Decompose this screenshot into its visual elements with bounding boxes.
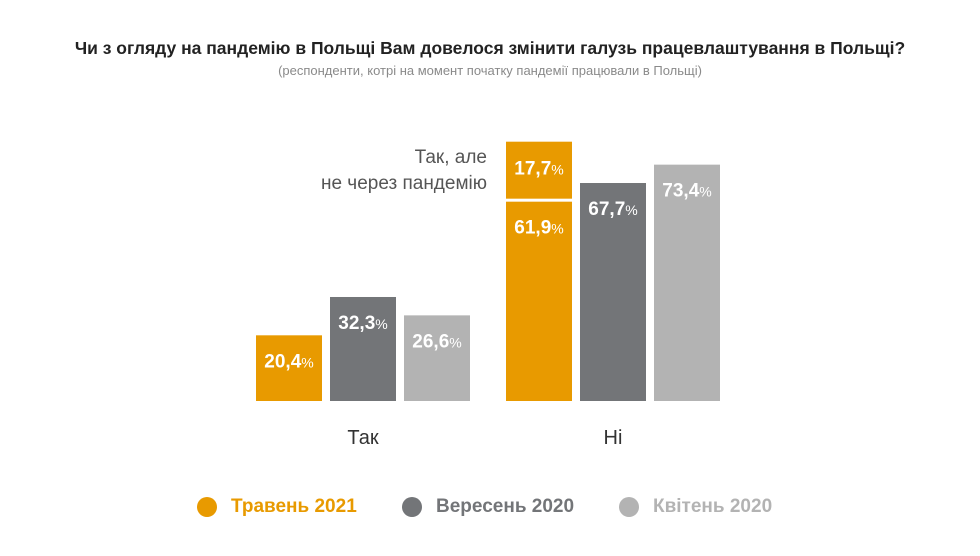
legend-item-may-2021: Травень 2021 [197, 492, 357, 522]
legend-item-sep-2020: Вересень 2020 [402, 492, 574, 522]
legend-label: Травень 2021 [231, 496, 357, 517]
bar-chart: Так, але не через пандемію 20,4% 32,3% 26,… [256, 141, 720, 449]
legend-dot-icon [402, 497, 422, 517]
bar-value-label: 20,4% [264, 351, 313, 372]
category-label: Ні [604, 427, 623, 449]
bar [256, 335, 322, 401]
legend-label: Вересень 2020 [436, 496, 575, 517]
legend-item-apr-2020: Квітень 2020 [619, 492, 772, 522]
bar-value-label: 61,9% [514, 218, 563, 239]
bar-value-label: 32,3% [338, 313, 387, 334]
legend-dot-icon [197, 497, 217, 517]
annotation-line-1: Так, але [415, 147, 487, 168]
chart-title: Чи з огляду на пандемію в Польщі Вам дов… [74, 38, 906, 58]
bar [654, 164, 720, 401]
chart-subtitle: (респонденти, котрі на момент початку па… [278, 63, 702, 78]
bar-value-label: 73,4% [662, 181, 711, 202]
legend-dot-icon [619, 497, 639, 517]
annotation-line-2: не через пандемію [321, 173, 487, 194]
bar [580, 183, 646, 401]
bar [330, 296, 396, 401]
bar-value-label: 67,7% [588, 199, 637, 220]
bar [506, 201, 572, 401]
category-label: Так [347, 427, 378, 449]
bar-stacked-value-label: 17,7% [514, 159, 563, 180]
bar [404, 315, 470, 401]
legend-label: Квітень 2020 [653, 496, 773, 517]
bar-stacked-segment [506, 141, 572, 199]
bar-value-label: 26,6% [412, 331, 461, 352]
legend: Травень 2021 Вересень 2020 Квітень 2020 [0, 492, 980, 522]
